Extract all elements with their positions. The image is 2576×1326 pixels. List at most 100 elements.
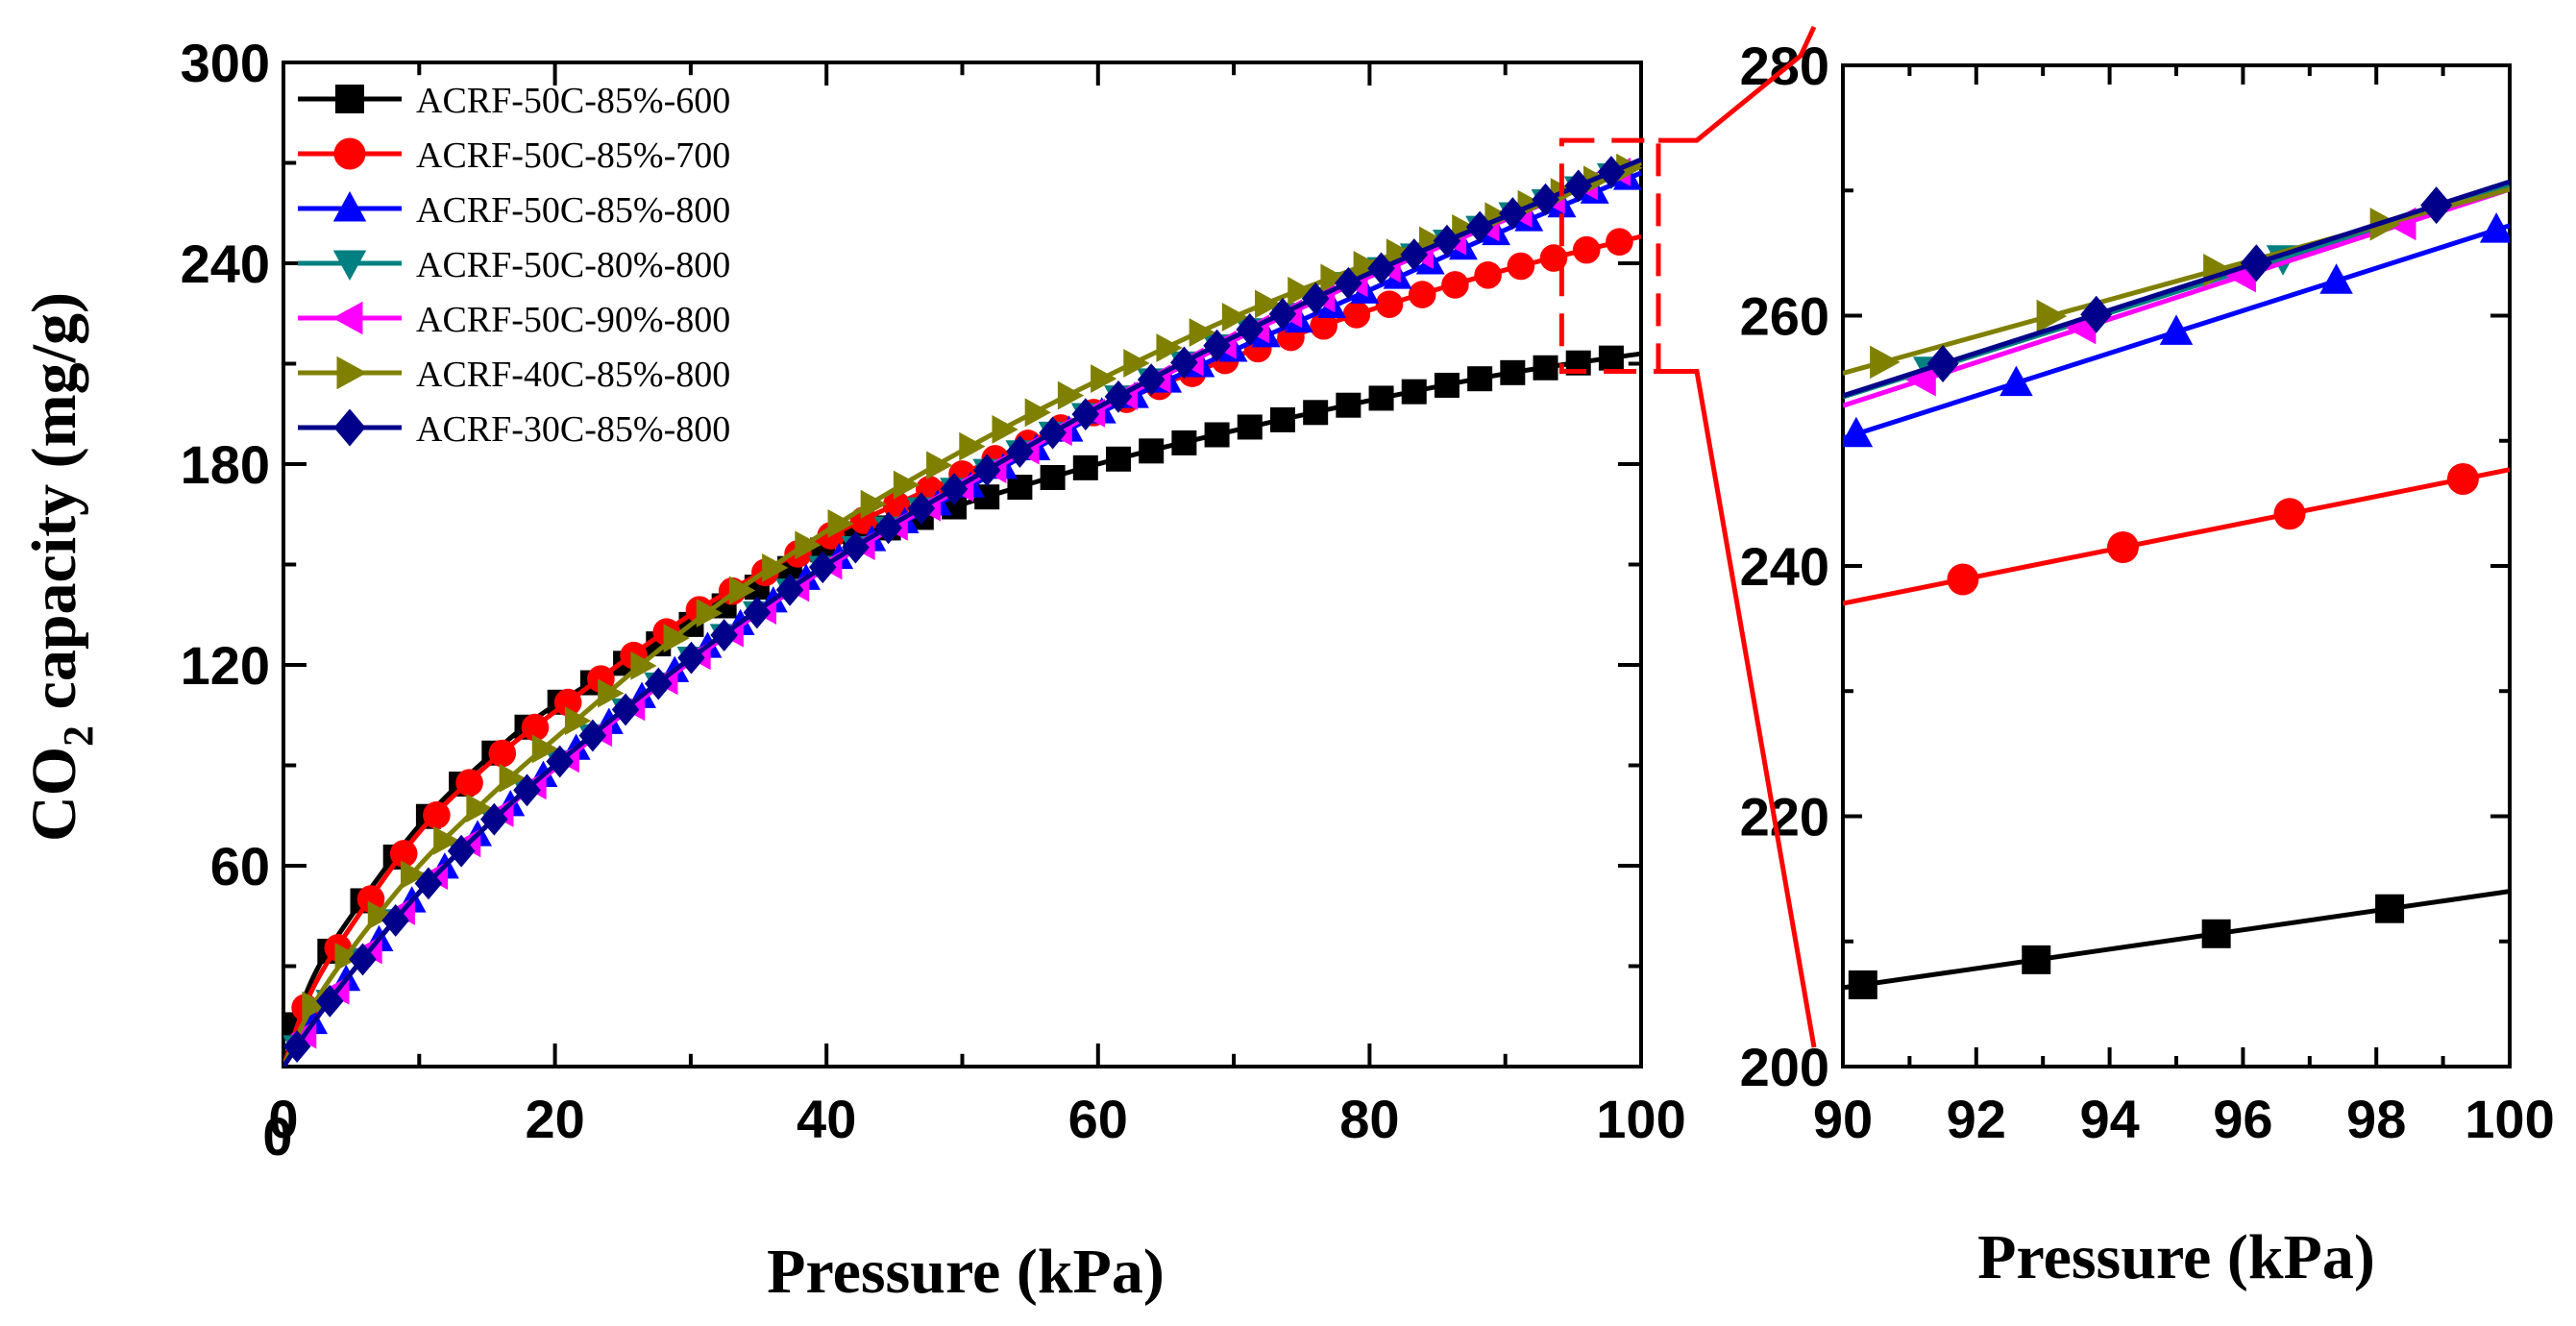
zoom-data-point — [1848, 970, 1877, 999]
zoom-x-tick-label: 92 — [1947, 1089, 2006, 1149]
legend-marker — [333, 137, 366, 170]
main-data-point — [1268, 297, 1297, 331]
main-data-point — [795, 530, 822, 560]
legend-marker — [335, 85, 364, 113]
zoom-data-point — [1905, 362, 1936, 397]
main-series-line — [283, 157, 1642, 1067]
main-x-tick-label: 60 — [1068, 1089, 1128, 1149]
main-data-point — [1572, 235, 1601, 264]
main-data-point — [1500, 359, 1526, 385]
main-data-point — [531, 734, 559, 764]
zoom-y-tick-label: 240 — [1740, 536, 1829, 597]
main-data-point — [1091, 364, 1117, 394]
zoom-data-point — [2446, 462, 2479, 495]
main-data-point — [677, 641, 705, 675]
legend-marker — [336, 356, 367, 390]
main-series-ACRF-50C-80%-800 — [283, 160, 1642, 1067]
zoom-series-group — [1843, 179, 2510, 999]
legend-marker — [332, 250, 367, 281]
main-data-point — [578, 719, 607, 752]
legend: ACRF-50C-85%-600 ACRF-50C-85%-700 ACRF-50C… — [298, 81, 730, 450]
zoom-data-point — [2273, 498, 2306, 530]
zoom-y-tick-label: 260 — [1740, 286, 1829, 347]
main-data-point — [1310, 311, 1337, 340]
zoom-data-point — [2201, 919, 2231, 948]
main-data-point — [356, 885, 385, 913]
main-data-point — [959, 431, 986, 461]
legend-marker — [332, 301, 363, 335]
zoom-series-ACRF-50C-85%-700 — [1843, 462, 2510, 606]
main-data-point — [1433, 224, 1461, 258]
zoom-series-line — [1843, 889, 2510, 991]
main-data-point — [302, 991, 329, 1020]
main-data-point — [447, 834, 476, 868]
zoom-data-point — [1926, 344, 1959, 382]
main-data-point — [455, 769, 483, 797]
main-data-point — [1507, 252, 1535, 281]
legend-marker — [332, 191, 367, 222]
main-data-point — [564, 706, 592, 736]
zoom-x-tick-label: 90 — [1813, 1089, 1873, 1149]
zoom-data-point — [2036, 299, 2068, 333]
zoom-x-tick-label: 94 — [2079, 1089, 2139, 1149]
main-data-point — [1375, 290, 1404, 318]
main-data-point — [1342, 301, 1371, 329]
main-data-point — [1606, 228, 1633, 257]
zoom-data-point — [1999, 365, 2033, 397]
main-y-tick-label: 60 — [210, 836, 270, 896]
legend-label: ACRF-50C-85%-700 — [416, 135, 730, 176]
main-data-point — [499, 763, 526, 793]
main-series-line — [283, 160, 1642, 1067]
zoom-x-tick-label: 96 — [2213, 1089, 2272, 1149]
zoom-data-point — [2479, 212, 2510, 243]
main-data-point — [630, 651, 657, 680]
main-x-tick-label: 0 — [268, 1089, 298, 1149]
zoom-series-ACRF-50C-85%-800 — [1843, 212, 2510, 448]
main-data-point — [696, 599, 724, 628]
main-data-point — [992, 415, 1018, 444]
main-x-tick-label: 20 — [525, 1089, 584, 1149]
zoom-data-point — [2080, 295, 2113, 333]
zoom-data-point — [2022, 945, 2051, 974]
zoom-series-ACRF-30C-85%-800 — [1843, 179, 2510, 399]
main-data-point — [1303, 400, 1329, 426]
main-data-point — [1105, 446, 1131, 472]
legend-label: ACRF-50C-80%-800 — [416, 245, 730, 285]
legend-label: ACRF-50C-85%-800 — [416, 190, 730, 231]
main-data-point — [1123, 349, 1150, 378]
main-series-ACRF-30C-85%-800 — [283, 156, 1642, 1067]
main-data-point — [283, 1030, 311, 1063]
main-data-point — [1400, 238, 1429, 271]
zoom-data-point — [2159, 314, 2194, 345]
y-axis-title-subscript: 2 — [55, 725, 102, 747]
main-data-point — [808, 551, 837, 584]
main-data-point — [1386, 238, 1413, 268]
zoom-connector-bottom — [1658, 369, 1817, 1048]
zoom-data-point — [2375, 894, 2405, 923]
main-data-point — [1024, 398, 1051, 428]
main-data-point — [1104, 380, 1133, 413]
main-data-point — [1320, 263, 1347, 293]
main-data-point — [1170, 346, 1198, 380]
main-data-point — [1401, 379, 1427, 405]
main-data-point — [972, 454, 1001, 487]
main-data-point — [553, 688, 582, 717]
main-data-point — [513, 774, 541, 807]
main-data-point — [1288, 277, 1314, 306]
main-data-point — [1408, 281, 1436, 308]
main-data-point — [1236, 312, 1264, 346]
main-data-point — [1597, 156, 1626, 188]
main-data-point — [466, 794, 493, 823]
main-data-point — [860, 489, 887, 519]
main-data-point — [381, 904, 410, 937]
legend-marker — [333, 408, 366, 447]
main-data-point — [1072, 454, 1098, 480]
main-data-point — [1353, 251, 1380, 280]
main-y-tick-label: 240 — [181, 233, 270, 294]
main-data-point — [1598, 345, 1624, 371]
main-series-line — [283, 160, 1642, 1067]
main-series-group — [283, 153, 1643, 1067]
main-data-point — [926, 451, 953, 480]
main-data-point — [940, 473, 969, 505]
main-data-point — [827, 509, 854, 538]
